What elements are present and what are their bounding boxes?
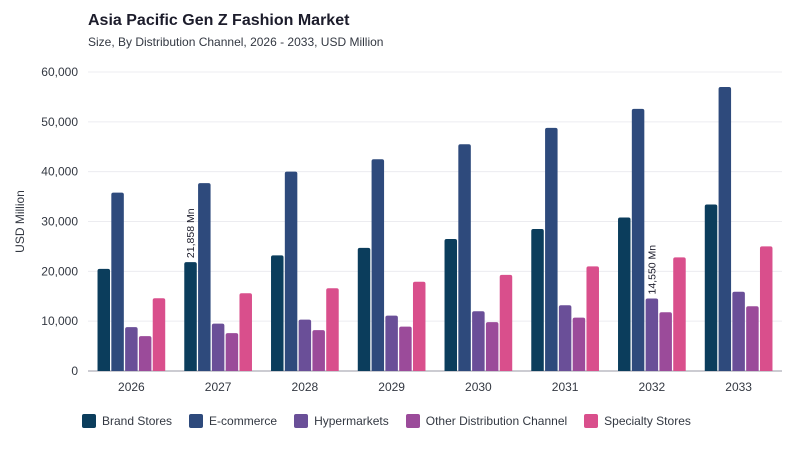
bar-brand-stores-2033 [704, 204, 718, 371]
bar-hypermarkets-2027 [211, 323, 225, 371]
bar-e-commerce-2032 [631, 108, 645, 372]
x-tick-label: 2031 [552, 380, 579, 394]
y-tick-label: 20,000 [41, 264, 78, 278]
bar-other-distribution-channel-2030 [485, 322, 499, 371]
legend-label: Brand Stores [102, 414, 173, 428]
legend-label: E-commerce [209, 414, 278, 428]
y-tick-label: 50,000 [41, 115, 78, 129]
bar-hypermarkets-2031 [558, 305, 572, 371]
bar-hypermarkets-2030 [472, 311, 485, 371]
bar-other-distribution-channel-2031 [572, 317, 586, 371]
legend-swatch [405, 414, 420, 428]
legend-item: Hypermarkets [294, 414, 389, 428]
legend-swatch [584, 414, 599, 428]
bar-e-commerce-2029 [371, 159, 385, 371]
x-tick-label: 2026 [118, 380, 145, 394]
x-tick-label: 2029 [378, 380, 405, 394]
bar-e-commerce-2026 [111, 192, 124, 371]
y-tick-label: 60,000 [41, 65, 78, 79]
bar-specialty-stores-2032 [673, 257, 686, 371]
bar-e-commerce-2030 [458, 144, 471, 371]
x-tick-label: 2033 [725, 380, 752, 394]
bar-e-commerce-2033 [718, 86, 732, 371]
bar-hypermarkets-2026 [125, 327, 138, 371]
bar-hypermarkets-2028 [298, 319, 312, 371]
legend-swatch [294, 414, 309, 428]
bar-specialty-stores-2031 [586, 266, 599, 371]
bar-e-commerce-2031 [545, 127, 558, 372]
legend-swatch [189, 414, 204, 428]
bar-e-commerce-2027 [198, 183, 211, 371]
chart-legend: Brand Stores E-commerce Hypermarkets Other … [82, 414, 708, 428]
bar-specialty-stores-2028 [326, 288, 339, 371]
y-tick-label: 0 [71, 364, 78, 378]
bar-other-distribution-channel-2028 [312, 330, 325, 371]
x-tick-label: 2028 [292, 380, 319, 394]
bar-other-distribution-channel-2029 [399, 326, 412, 371]
legend-item: Other Distribution Channel [405, 414, 568, 428]
bar-brand-stores-2031 [531, 228, 544, 371]
bar-hypermarkets-2029 [385, 315, 398, 371]
bar-brand-stores-2032 [618, 217, 631, 371]
legend-swatch [82, 414, 96, 428]
x-tick-label: 2030 [465, 380, 492, 394]
bar-other-distribution-channel-2032 [659, 312, 672, 371]
bar-brand-stores-2027 [184, 262, 197, 371]
legend-label: Hypermarkets [314, 414, 389, 428]
bar-brand-stores-2026 [97, 268, 111, 371]
x-tick-label: 2027 [205, 380, 232, 394]
y-tick-label: 10,000 [41, 314, 78, 328]
bar-brand-stores-2028 [271, 255, 284, 371]
bar-e-commerce-2028 [284, 171, 298, 371]
bar-other-distribution-channel-2026 [138, 336, 152, 371]
x-tick-label: 2032 [639, 380, 666, 394]
y-tick-label: 40,000 [41, 165, 78, 179]
bar-specialty-stores-2026 [152, 298, 166, 371]
legend-label: Specialty Stores [604, 414, 691, 428]
legend-label: Other Distribution Channel [425, 414, 568, 428]
bar-specialty-stores-2027 [239, 293, 252, 371]
bar-other-distribution-channel-2033 [746, 306, 759, 371]
bar-other-distribution-channel-2027 [225, 333, 239, 371]
bar-brand-stores-2029 [357, 247, 371, 371]
bar-brand-stores-2030 [444, 238, 458, 371]
legend-item: Brand Stores [82, 414, 172, 428]
y-tick-label: 30,000 [41, 215, 78, 229]
bar-specialty-stores-2033 [759, 246, 773, 371]
data-label: 14,550 Mn [646, 245, 658, 295]
bar-specialty-stores-2029 [412, 281, 426, 371]
legend-item: E-commerce [189, 414, 277, 428]
y-axis-title: USD Million [13, 190, 27, 253]
data-label: 21,858 Mn [185, 208, 197, 258]
bar-hypermarkets-2032 [645, 298, 659, 371]
legend-item: Specialty Stores [584, 414, 691, 428]
bar-specialty-stores-2030 [499, 274, 513, 371]
page-title: Asia Pacific Gen Z Fashion Market [88, 12, 350, 29]
bar-hypermarkets-2033 [732, 291, 745, 371]
page-subtitle: Size, By Distribution Channel, 2026 - 20… [88, 35, 384, 49]
